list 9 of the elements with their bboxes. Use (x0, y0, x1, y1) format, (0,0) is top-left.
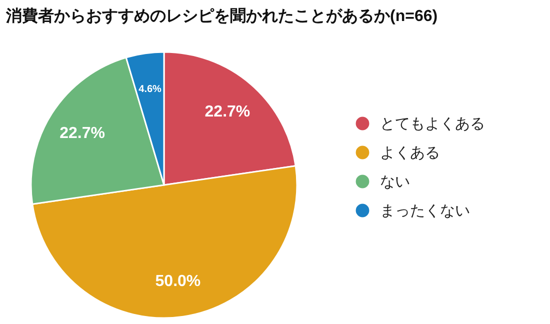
data-label: 22.7% (204, 104, 250, 121)
data-label: 4.6% (138, 84, 162, 96)
legend-label: まったくない (380, 202, 470, 220)
legend-label: ない (380, 174, 410, 190)
legend-label: よくある (380, 144, 440, 162)
data-label: 50.0% (155, 272, 201, 290)
data-label: 22.7% (60, 124, 105, 142)
legend-label: とてもよくある (380, 116, 485, 132)
chart-title: 消費者からおすすめのレシピを聞かれたことがあるか(n=66) (5, 7, 438, 25)
